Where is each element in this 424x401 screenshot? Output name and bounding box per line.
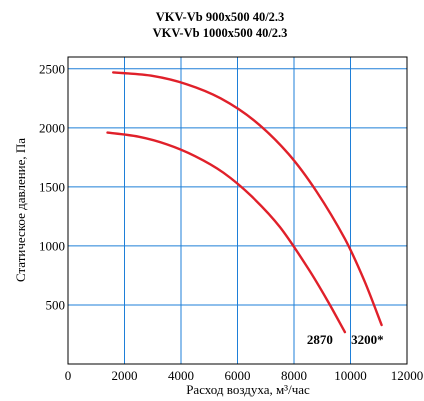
x-tick-label: 6000: [225, 368, 251, 383]
plot-frame: [67, 56, 408, 365]
series-line-1: [106, 131, 347, 334]
tick-labels: 0 2000 4000 6000 8000 10000 12000 500 1000 1500 20…: [39, 61, 423, 383]
x-tick-label: 10000: [334, 368, 367, 383]
series-line-2: [112, 71, 383, 327]
y-tick-label: 2500: [39, 61, 65, 76]
x-tick-label: 4000: [168, 368, 194, 383]
y-tick-label: 1500: [39, 179, 65, 194]
x-tick-label: 2000: [112, 368, 138, 383]
x-tick-label: 12000: [391, 368, 424, 383]
grid: [68, 57, 407, 364]
y-tick-label: 1000: [39, 238, 65, 253]
x-tick-label: 0: [65, 368, 72, 383]
series-label-2: 3200*: [351, 332, 384, 347]
y-tick-label: 2000: [39, 120, 65, 135]
series-curves: [106, 71, 383, 334]
series-labels: 2870 3200*: [307, 332, 384, 347]
chart-title-line-2: VKV-Vb 1000x500 40/2.3: [153, 26, 288, 40]
x-axis-label: Расход воздуха, м³/час: [186, 382, 310, 397]
y-tick-label: 500: [46, 297, 66, 312]
chart-title-line-1: VKV-Vb 900x500 40/2.3: [156, 10, 285, 24]
x-tick-label: 8000: [281, 368, 307, 383]
y-axis-label: Статическое давление, Па: [13, 138, 28, 282]
series-label-1: 2870: [307, 332, 333, 347]
